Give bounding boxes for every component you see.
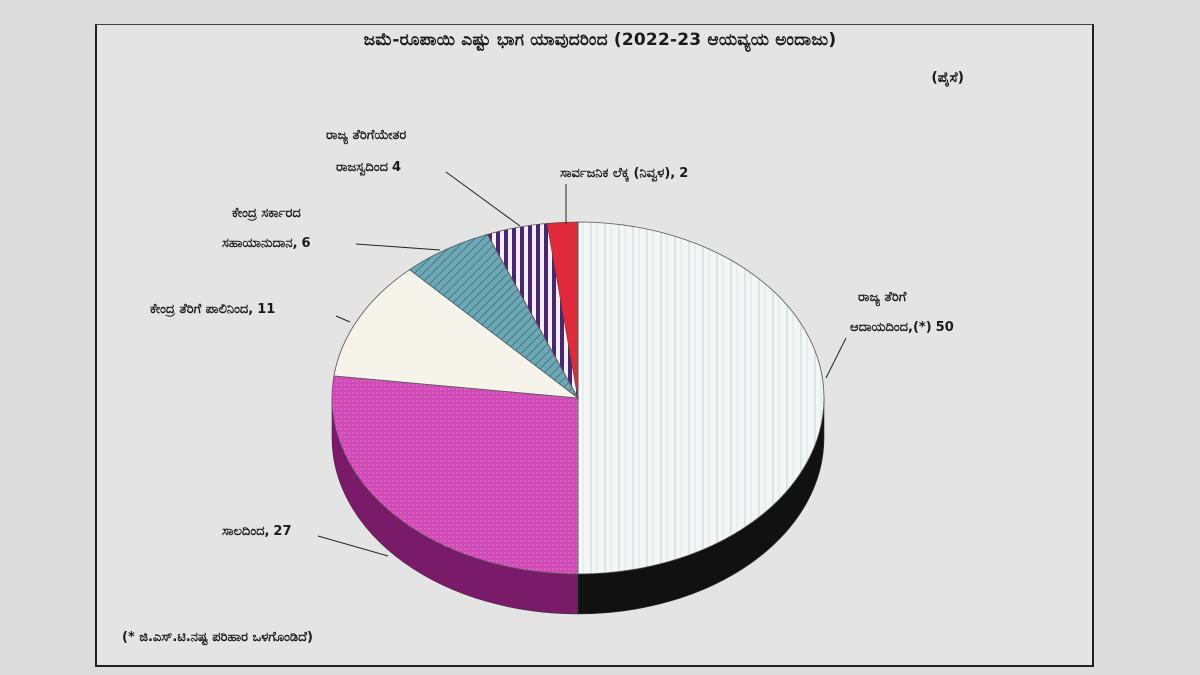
slice-label-state-tax-line2-wrap: ಆದಾಯದಿಂದ,(*) 50: [850, 320, 954, 335]
pie-slices: [331, 221, 825, 575]
slice-label-state-tax-line1: ರಾಜ್ಯ ತೆರಿಗೆ: [858, 290, 907, 305]
slice-value-public-account: 2: [679, 166, 689, 181]
slice-label-central-grants-line1: ಕೇಂದ್ರ ಸರ್ಕಾರದ: [232, 206, 301, 221]
slice-label-central-tax-share: ಕೇಂದ್ರ ತೆರಿಗೆ ಪಾಲಿನಿಂದ, 11: [150, 302, 275, 317]
slice-label-public-account: ಸಾರ್ವಜನಿಕ ಲೆಕ್ಕ (ನಿವ್ವಳ), 2: [560, 166, 688, 181]
pie-slice-state-tax: [577, 221, 825, 575]
slice-label-non-tax: ರಾಜ್ಯ ತೆರಿಗೆಯೇತರ: [326, 128, 406, 143]
pie-slice-loans: [331, 375, 579, 575]
slice-label-loans: ಸಾಲದಿಂದ, 27: [222, 524, 292, 539]
chart-unit: (ಪೈಸೆ): [931, 70, 964, 86]
leader-line-state-tax: [825, 337, 847, 379]
slice-label-non-tax-line2: ರಾಜಸ್ವದಿಂದ: [336, 160, 388, 175]
slice-value-central-tax-share: 11: [257, 302, 276, 317]
slice-label-central-grants-line2-wrap: ಸಹಾಯಾನುದಾನ, 6: [222, 236, 311, 251]
slice-label-state-tax: ರಾಜ್ಯ ತೆರಿಗೆ: [858, 290, 906, 305]
chart-title: ಜಮೆ-ರೂಪಾಯಿ ಎಷ್ಟು ಭಾಗ ಯಾವುದರಿಂದ (2022-23 …: [363, 30, 837, 50]
slice-value-non-tax: 4: [392, 160, 402, 175]
slice-label-central-tax-share-text: ಕೇಂದ್ರ ತೆರಿಗೆ ಪಾಲಿನಿಂದ,: [150, 302, 254, 317]
chart-footnote: (* ಜಿ.ಎಸ್.ಟಿ.ನಷ್ಟ ಪರಿಹಾರ ಒಳಗೊಂಡಿದೆ): [122, 630, 313, 645]
pie-slice-public-account: [546, 221, 579, 399]
leader-line-central-tax-share: [335, 315, 351, 323]
pie-slice-central-tax-share: [333, 269, 580, 399]
slice-label-non-tax-line2-wrap: ರಾಜಸ್ವದಿಂದ 4: [336, 160, 401, 175]
slice-value-loans: 27: [273, 524, 292, 539]
slice-label-central-grants-line2: ಸಹಾಯಾನುದಾನ,: [222, 236, 298, 251]
slice-value-central-grants: 6: [301, 236, 311, 251]
slice-label-non-tax-line1: ರಾಜ್ಯ ತೆರಿಗೆಯೇತರ: [326, 128, 407, 143]
leader-line-loans: [317, 535, 389, 557]
slice-label-loans-text: ಸಾಲದಿಂದ,: [222, 524, 270, 539]
slice-label-public-account-text: ಸಾರ್ವಜನಿಕ ಲೆಕ್ಕ (ನಿವ್ವಳ),: [560, 166, 676, 181]
slice-label-state-tax-line2: ಆದಾಯದಿಂದ,(*): [850, 320, 932, 335]
slice-value-state-tax: 50: [935, 320, 954, 335]
slice-label-central-grants: ಕೇಂದ್ರ ಸರ್ಕಾರದ: [232, 206, 301, 221]
pie-leader-lines: [317, 171, 847, 557]
leader-line-central-grants: [355, 243, 441, 251]
leader-line-non-tax: [445, 171, 521, 227]
